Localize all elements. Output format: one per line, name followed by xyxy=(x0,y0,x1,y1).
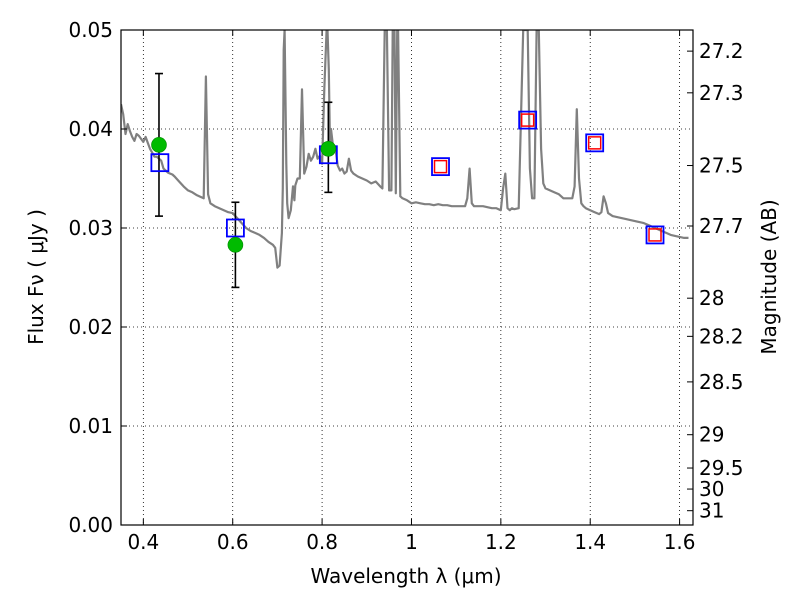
model-point xyxy=(585,133,605,153)
y2-tick-label: 31 xyxy=(699,499,724,523)
y2-tick-label: 27.3 xyxy=(699,81,744,105)
y-axis-label: Flux Fν ( μJy ) xyxy=(24,209,48,345)
y2-tick-label: 27.2 xyxy=(699,39,744,63)
axis-ticks: 0.4 0.6 0.8 1 1.2 1.4 1.6 0.00 0.01 0.02 0.03 0.04 0… xyxy=(68,18,743,554)
y2-tick-label: 28.5 xyxy=(699,370,744,394)
plot-frame xyxy=(120,29,694,526)
axes-frame xyxy=(120,29,694,526)
y2-tick-label: 28.2 xyxy=(699,324,744,348)
y-tick-label: 0.00 xyxy=(68,513,113,537)
y2-tick-label: 28 xyxy=(699,286,724,310)
x-axis-label: Wavelength λ (μm) xyxy=(310,564,501,588)
x-tick-label: 0.6 xyxy=(217,530,249,554)
y2-tick-label: 27.5 xyxy=(699,154,744,178)
y2-tick-label: 30 xyxy=(699,477,724,501)
model-point xyxy=(518,110,538,130)
model-point-inner xyxy=(433,159,448,174)
y2-axis-label: Magnitude (AB) xyxy=(757,199,781,354)
y-tick-label: 0.04 xyxy=(68,117,113,141)
model-point xyxy=(150,153,170,173)
model-point-inner xyxy=(587,136,602,150)
observed-point xyxy=(151,137,167,153)
y2-tick-label: 29 xyxy=(699,423,724,447)
y2-tick-label: 27.7 xyxy=(699,214,744,238)
model-point xyxy=(431,157,450,177)
model-point xyxy=(645,225,665,245)
y2-tick-label: 29.5 xyxy=(699,456,744,480)
x-tick-label: 1 xyxy=(405,530,418,554)
y-tick-label: 0.05 xyxy=(68,18,113,42)
x-tick-label: 0.4 xyxy=(127,530,159,554)
x-tick-label: 0.8 xyxy=(306,530,338,554)
y-tick-label: 0.02 xyxy=(68,315,113,339)
observed-point xyxy=(320,141,337,157)
y-tick-label: 0.03 xyxy=(68,216,113,240)
x-tick-label: 1.2 xyxy=(485,530,517,554)
model-point-inner xyxy=(520,113,535,127)
y-tick-label: 0.01 xyxy=(68,414,113,438)
model-point-inner xyxy=(648,228,662,242)
spectrum-line xyxy=(121,30,689,269)
x-tick-label: 1.6 xyxy=(664,530,696,554)
x-tick-label: 1.4 xyxy=(574,530,606,554)
observed-point xyxy=(227,237,244,253)
model-point xyxy=(225,218,245,238)
plot-area xyxy=(121,30,689,289)
